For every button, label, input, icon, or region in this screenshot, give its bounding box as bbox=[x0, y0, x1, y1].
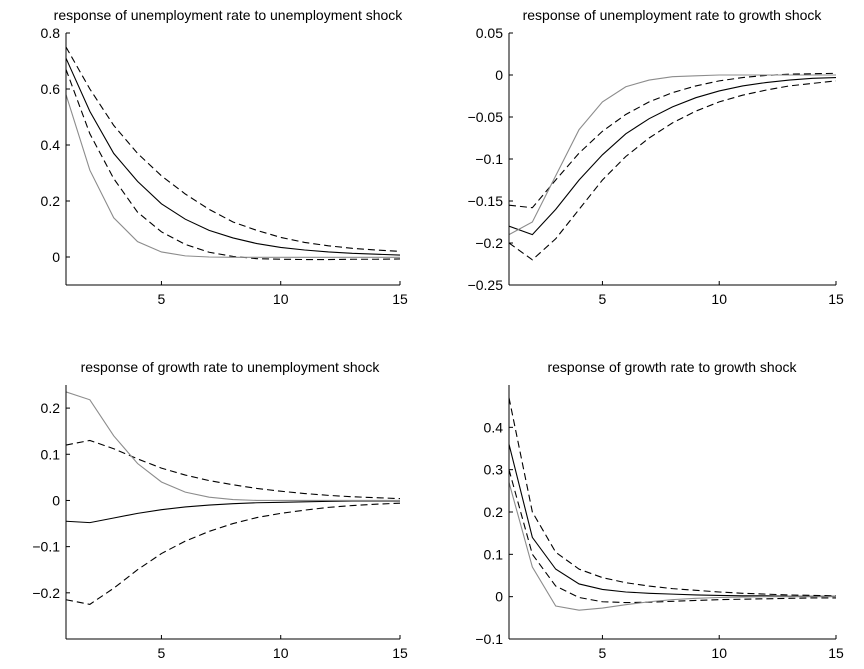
y-tick-label: 0 bbox=[495, 67, 503, 83]
y-tick-label: 0 bbox=[495, 589, 503, 605]
y-tick-label: 0.4 bbox=[41, 137, 61, 153]
y-tick-label: 0.3 bbox=[484, 462, 504, 478]
y-tick-label: 0.1 bbox=[484, 546, 504, 562]
series-line-4 bbox=[66, 391, 400, 501]
series-line-3 bbox=[66, 69, 400, 261]
chart-panel-3: response of growth rate to unemployment … bbox=[32, 359, 408, 661]
chart-panel-1: response of unemployment rate to unemplo… bbox=[41, 7, 408, 307]
y-tick-label: 0.8 bbox=[41, 25, 61, 41]
y-tick-label: −0.15 bbox=[468, 193, 504, 209]
y-tick-label: 0 bbox=[52, 492, 60, 508]
y-tick-label: −0.05 bbox=[468, 109, 504, 125]
series-line-1 bbox=[509, 444, 836, 597]
series-line-1 bbox=[66, 57, 400, 256]
series-line-3 bbox=[66, 502, 400, 605]
x-tick-label: 10 bbox=[711, 645, 727, 661]
series-line-1 bbox=[66, 500, 400, 524]
y-tick-label: 0.05 bbox=[476, 25, 503, 41]
y-tick-label: 0.2 bbox=[484, 504, 504, 520]
series-line-4 bbox=[509, 74, 836, 236]
x-tick-label: 15 bbox=[828, 645, 844, 661]
chart-title: response of growth rate to unemployment … bbox=[81, 359, 381, 375]
series-line-4 bbox=[509, 482, 836, 611]
y-tick-label: 0.2 bbox=[41, 400, 61, 416]
y-tick-label: 0.6 bbox=[41, 81, 61, 97]
x-tick-label: 15 bbox=[828, 291, 844, 307]
series-line-2 bbox=[509, 397, 836, 597]
x-tick-label: 5 bbox=[599, 291, 607, 307]
chart-title: response of unemployment rate to growth … bbox=[523, 7, 823, 23]
y-tick-label: −0.1 bbox=[32, 539, 60, 555]
series-line-2 bbox=[66, 46, 400, 252]
x-tick-label: 10 bbox=[273, 291, 289, 307]
series-line-3 bbox=[509, 80, 836, 261]
series-line-1 bbox=[509, 76, 836, 236]
series-line-2 bbox=[66, 439, 400, 500]
x-tick-label: 10 bbox=[711, 291, 727, 307]
x-tick-label: 5 bbox=[158, 645, 166, 661]
series-line-2 bbox=[509, 72, 836, 209]
chart-panel-2: response of unemployment rate to growth … bbox=[468, 7, 844, 307]
chart-title: response of growth rate to growth shock bbox=[547, 359, 797, 375]
chart-title: response of unemployment rate to unemplo… bbox=[54, 7, 404, 23]
y-tick-label: −0.1 bbox=[475, 631, 503, 647]
y-tick-label: 0.2 bbox=[41, 193, 61, 209]
y-tick-label: −0.1 bbox=[475, 151, 503, 167]
y-tick-label: −0.2 bbox=[475, 235, 503, 251]
x-tick-label: 5 bbox=[158, 291, 166, 307]
x-tick-label: 15 bbox=[392, 645, 408, 661]
x-tick-label: 10 bbox=[273, 645, 289, 661]
y-tick-label: −0.25 bbox=[468, 277, 504, 293]
x-tick-label: 5 bbox=[599, 645, 607, 661]
chart-panel-4: response of growth rate to growth shock 5… bbox=[475, 359, 844, 661]
y-tick-label: −0.2 bbox=[32, 585, 60, 601]
y-tick-label: 0.4 bbox=[484, 419, 504, 435]
series-line-4 bbox=[66, 94, 400, 258]
y-tick-label: 0 bbox=[52, 249, 60, 265]
series-line-3 bbox=[509, 469, 836, 604]
y-tick-label: 0.1 bbox=[41, 446, 61, 462]
x-tick-label: 15 bbox=[392, 291, 408, 307]
